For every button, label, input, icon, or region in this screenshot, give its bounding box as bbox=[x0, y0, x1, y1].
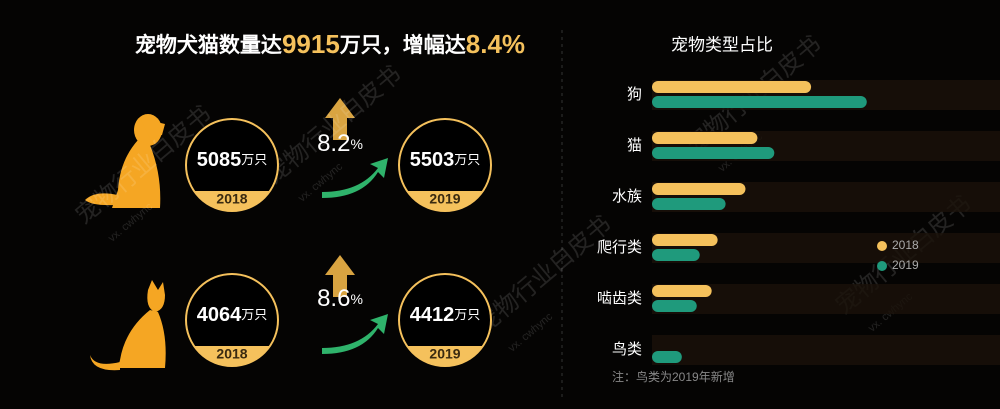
count-circle bbox=[398, 273, 492, 367]
bar bbox=[652, 300, 697, 312]
count-unit: 万只 bbox=[454, 307, 480, 322]
legend-label: 2019 bbox=[892, 258, 919, 272]
category-label: 狗 bbox=[627, 86, 642, 103]
count-number: 5503 bbox=[410, 149, 455, 171]
year: 2018 bbox=[216, 346, 247, 362]
cat-icon bbox=[90, 280, 166, 371]
growth-number: 8.2 bbox=[317, 130, 350, 157]
bar bbox=[652, 81, 812, 93]
count-number: 4412 bbox=[410, 304, 455, 326]
year: 2019 bbox=[429, 191, 460, 207]
legend-swatch bbox=[877, 241, 887, 251]
year-band bbox=[407, 346, 483, 366]
bar bbox=[652, 96, 867, 108]
bar bbox=[652, 183, 746, 195]
growth-number: 8.6 bbox=[317, 285, 350, 312]
headline-text: 宠物犬猫数量达 bbox=[135, 33, 282, 57]
count: 4064万只 bbox=[197, 304, 268, 326]
bar bbox=[652, 234, 718, 246]
year-band bbox=[407, 191, 483, 211]
bar bbox=[652, 132, 758, 144]
count-number: 5085 bbox=[197, 149, 242, 171]
count-unit: 万只 bbox=[454, 152, 480, 167]
category-label: 猫 bbox=[627, 137, 642, 154]
bar bbox=[652, 249, 700, 261]
growth-unit: % bbox=[350, 136, 362, 152]
count-unit: 万只 bbox=[241, 152, 267, 167]
headline-number: 8.4% bbox=[466, 29, 525, 59]
arrows bbox=[322, 98, 388, 354]
chart-title: 宠物类型占比 bbox=[671, 35, 773, 54]
category-label: 鸟类 bbox=[612, 341, 642, 358]
headline-text: 万只，增幅达 bbox=[339, 33, 466, 57]
year-band bbox=[194, 346, 270, 367]
bar bbox=[652, 147, 775, 159]
dog-icon bbox=[85, 114, 165, 208]
count: 5085万只 bbox=[197, 149, 268, 171]
headline: 宠物犬猫数量达9915万只，增幅达8.4% bbox=[135, 29, 525, 59]
legend-label: 2018 bbox=[892, 238, 919, 252]
count: 4412万只 bbox=[410, 304, 481, 326]
headline-number: 9915 bbox=[282, 29, 340, 59]
growth: 8.6% bbox=[317, 285, 363, 312]
growth-unit: % bbox=[350, 291, 362, 307]
year: 2019 bbox=[429, 346, 460, 362]
count-number: 4064 bbox=[197, 304, 242, 326]
chart-note: 注：鸟类为2019年新增 bbox=[612, 369, 735, 384]
growth: 8.2% bbox=[317, 130, 363, 157]
category-label: 水族 bbox=[612, 188, 642, 205]
count: 5503万只 bbox=[410, 149, 481, 171]
bar bbox=[652, 198, 726, 210]
year-band bbox=[194, 191, 270, 211]
bar bbox=[652, 351, 682, 363]
category-label: 啮齿类 bbox=[597, 290, 642, 307]
legend-swatch bbox=[877, 261, 887, 271]
count-unit: 万只 bbox=[241, 307, 267, 322]
count-circle bbox=[185, 118, 279, 212]
year: 2018 bbox=[216, 191, 247, 207]
bar bbox=[652, 285, 712, 297]
category-label: 爬行类 bbox=[597, 239, 642, 256]
row-band bbox=[652, 335, 1000, 365]
